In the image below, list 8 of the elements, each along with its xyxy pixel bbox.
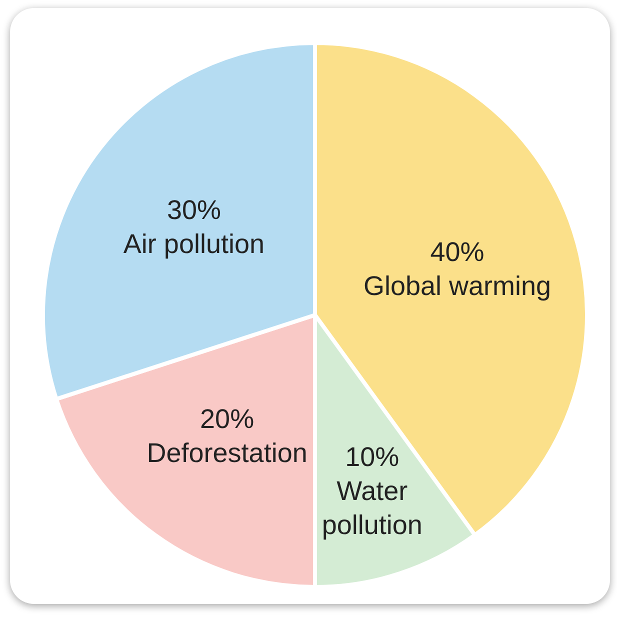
data-label: 20% (200, 404, 254, 434)
data-label: 40% (430, 236, 484, 267)
slice-label: Deforestation (146, 438, 308, 468)
slice-label: Air pollution (123, 229, 265, 260)
data-label: 10% (345, 442, 400, 472)
slice-label: Global warming (363, 270, 552, 301)
data-label: 30% (166, 195, 221, 226)
slice-label: Water pollution (322, 476, 422, 540)
